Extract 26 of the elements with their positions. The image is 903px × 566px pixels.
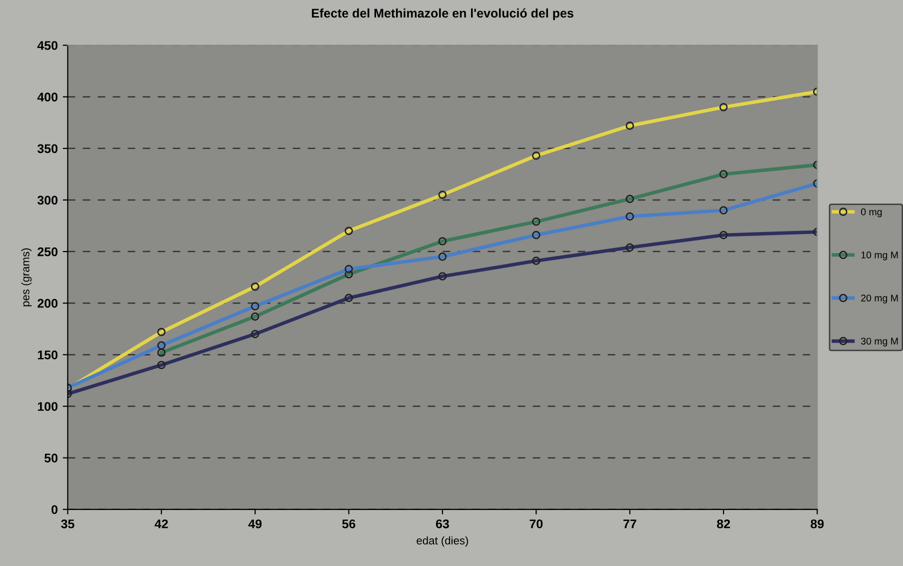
y-tick-label: 0 (52, 505, 58, 514)
x-tick-label: 56 (342, 519, 356, 528)
y-tick-label: 450 (37, 41, 58, 50)
y-tick-label: 200 (38, 298, 58, 308)
legend-label: 20 mg M (861, 294, 898, 304)
x-tick-label: 35 (61, 519, 74, 528)
y-tick-label: 300 (37, 196, 58, 205)
legend-label: 0 mg (861, 208, 882, 218)
x-tick-label: 49 (248, 519, 262, 528)
y-tick-label: 400 (37, 92, 58, 102)
legend-label: 30 mg M (861, 338, 898, 347)
x-tick-label: 70 (530, 519, 543, 528)
y-axis-title: pes (grams) (21, 248, 32, 306)
y-tick-label: 250 (38, 247, 58, 256)
x-tick-label: 42 (154, 519, 168, 528)
y-tick-label: 150 (38, 350, 58, 360)
x-tick-label: 77 (623, 520, 636, 528)
x-tick-label: 63 (436, 519, 449, 528)
y-tick-label: 350 (37, 144, 58, 154)
y-tick-label: 100 (38, 402, 58, 411)
x-axis-title: edat (dies) (416, 536, 468, 547)
x-tick-label: 89 (810, 519, 824, 528)
y-tick-label: 50 (44, 454, 58, 462)
x-tick-label: 82 (716, 519, 730, 528)
chart-title: Efecte del Methimazole en l'evolució del pes (312, 8, 574, 20)
legend-label: 10 mg M (861, 252, 898, 260)
